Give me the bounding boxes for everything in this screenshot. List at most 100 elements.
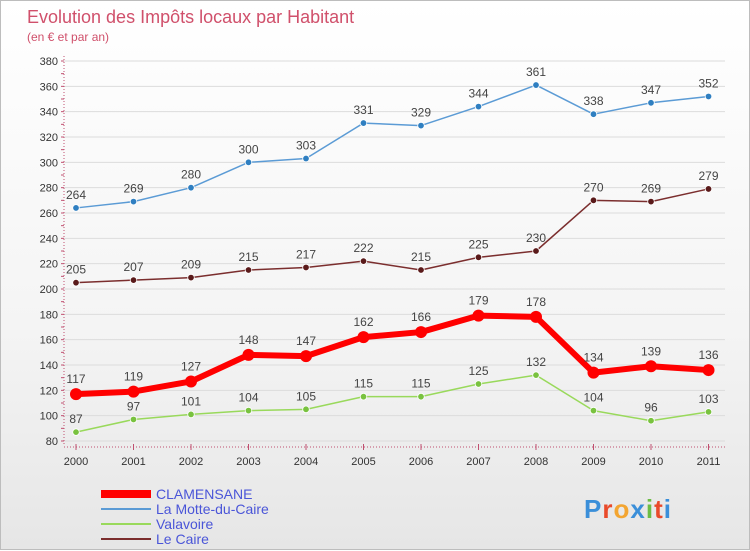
x-tick-label: 2011 <box>697 456 721 468</box>
data-label: 279 <box>698 169 718 183</box>
data-point <box>244 266 253 274</box>
data-label: 352 <box>698 76 718 90</box>
data-point <box>244 406 253 415</box>
y-tick-label: 300 <box>40 157 58 169</box>
data-label: 127 <box>181 359 201 373</box>
data-label: 166 <box>411 310 431 324</box>
logo-letter: o <box>613 494 630 524</box>
data-point <box>589 196 598 205</box>
y-tick-label: 280 <box>40 183 58 195</box>
data-label: 87 <box>69 412 83 426</box>
data-label: 209 <box>181 258 201 272</box>
data-label: 139 <box>641 344 661 358</box>
series-line <box>75 188 709 284</box>
data-label: 97 <box>127 399 141 413</box>
data-label: 331 <box>353 103 373 117</box>
data-label: 217 <box>296 247 316 261</box>
data-point <box>185 375 197 388</box>
x-tick-label: 2002 <box>179 456 203 468</box>
data-label: 347 <box>641 83 661 97</box>
data-point <box>472 309 485 322</box>
data-label: 222 <box>353 241 373 255</box>
data-point <box>417 266 425 274</box>
logo-text: Proxiti <box>584 494 672 524</box>
y-tick-label: 380 <box>40 56 58 68</box>
data-label: 230 <box>526 231 546 245</box>
series-la-motte-du-caire <box>72 81 713 212</box>
data-point <box>474 380 483 388</box>
data-label: 280 <box>181 168 201 182</box>
data-point <box>415 326 427 339</box>
data-point <box>129 415 138 424</box>
legend-label: CLAMENSANE <box>156 486 252 502</box>
data-label: 205 <box>66 263 86 277</box>
series-le-caire <box>72 185 713 287</box>
y-tick-label: 120 <box>40 385 58 397</box>
data-label: 215 <box>238 250 258 264</box>
data-point <box>359 392 368 401</box>
y-tick-label: 160 <box>40 335 58 347</box>
data-label: 270 <box>583 180 603 194</box>
logo-letter: i <box>646 494 654 524</box>
y-tick-label: 80 <box>46 436 58 448</box>
data-point <box>359 257 368 265</box>
y-tick-label: 200 <box>40 284 58 296</box>
series-valavoire <box>72 371 713 436</box>
y-tick-label: 340 <box>40 107 58 119</box>
data-point <box>704 92 713 101</box>
data-point <box>417 392 425 401</box>
data-label: 215 <box>411 250 431 264</box>
data-point <box>300 350 312 363</box>
data-label: 132 <box>526 355 546 369</box>
data-label: 103 <box>698 392 718 406</box>
data-label: 303 <box>296 139 316 153</box>
series-clamensane <box>70 309 715 401</box>
data-point <box>359 119 368 127</box>
data-point <box>532 371 540 379</box>
data-label: 269 <box>641 182 661 196</box>
x-tick-label: 2001 <box>121 456 145 468</box>
legend-label: Valavoire <box>156 516 214 532</box>
data-label: 115 <box>354 377 373 391</box>
data-point <box>187 273 195 282</box>
series-line <box>75 84 709 209</box>
chart-subtitle: (en € et par an) <box>27 30 109 44</box>
data-point <box>302 405 310 414</box>
data-label: 361 <box>526 65 546 79</box>
y-tick-label: 320 <box>40 132 58 144</box>
x-tick-label: 2000 <box>64 456 88 468</box>
data-label: 104 <box>238 391 258 405</box>
data-label: 269 <box>123 182 143 196</box>
data-label: 179 <box>468 294 488 308</box>
data-point <box>532 247 540 255</box>
data-point <box>302 154 310 163</box>
y-tick-label: 100 <box>40 411 58 423</box>
x-tick-label: 2010 <box>639 456 663 468</box>
data-point <box>645 360 657 373</box>
y-tick-label: 180 <box>40 309 58 321</box>
data-point <box>474 253 483 262</box>
data-point <box>704 408 713 416</box>
data-labels: 264 269 280 300 303 331 329 344 361 338 347 352 205 2… <box>66 65 719 426</box>
y-tick-label: 260 <box>40 208 58 220</box>
data-label: 300 <box>238 142 258 156</box>
y-tick-label: 220 <box>40 259 58 271</box>
x-tick-label: 2007 <box>466 456 490 468</box>
data-point <box>70 388 82 401</box>
data-point <box>704 185 713 193</box>
x-tick-label: 2006 <box>409 456 433 468</box>
logo-letter: r <box>602 494 613 524</box>
data-point <box>702 364 715 377</box>
logo-letter: t <box>654 494 664 524</box>
x-tick-label: 2005 <box>351 456 375 468</box>
legend-label: Le Caire <box>156 531 209 547</box>
y-tick-label: 360 <box>40 81 58 93</box>
series-line <box>75 374 709 433</box>
logo-letter: P <box>584 494 602 524</box>
grid <box>64 60 725 442</box>
series-layer <box>70 81 715 436</box>
data-point <box>187 410 195 419</box>
data-label: 96 <box>644 401 658 415</box>
